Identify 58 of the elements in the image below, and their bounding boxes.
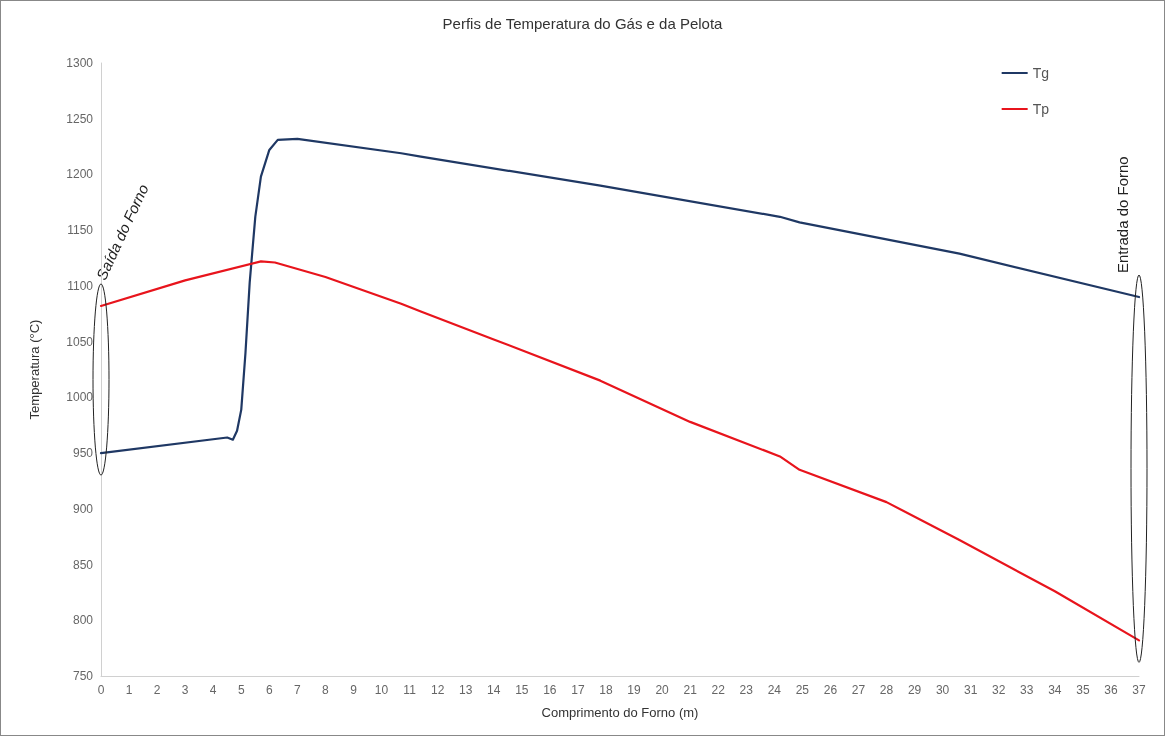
x-tick-label: 16 <box>543 683 557 697</box>
x-tick-label: 8 <box>322 683 330 697</box>
x-tick-label: 24 <box>767 683 782 697</box>
y-tick-label: 850 <box>72 557 94 572</box>
x-tick-label: 14 <box>487 683 501 697</box>
x-tick-label: 28 <box>879 683 894 697</box>
x-tick-label: 17 <box>571 683 585 697</box>
y-tick-label: 1200 <box>66 167 94 182</box>
x-tick-label: 25 <box>795 683 810 697</box>
y-tick-label: 900 <box>72 501 94 516</box>
y-tick-label: 1100 <box>67 278 94 293</box>
y-tick-label: 800 <box>72 613 94 628</box>
x-tick-label: 10 <box>374 683 389 697</box>
x-tick-label: 36 <box>1104 683 1118 697</box>
x-tick-label: 34 <box>1048 683 1062 697</box>
x-tick-label: 12 <box>430 683 445 697</box>
y-tick-label: 750 <box>72 669 94 683</box>
x-tick-label: 31 <box>964 683 978 697</box>
x-tick-label: 15 <box>515 683 529 697</box>
x-tick-label: 23 <box>739 683 754 697</box>
x-tick-label: 32 <box>992 683 1006 697</box>
x-tick-label: 33 <box>1020 683 1034 697</box>
x-tick-label: 27 <box>851 683 866 697</box>
x-tick-label: 37 <box>1132 683 1146 697</box>
x-tick-label: 19 <box>627 683 642 697</box>
x-tick-label: 22 <box>711 683 726 697</box>
x-tick-label: 13 <box>459 683 473 697</box>
y-tick-label: 1000 <box>66 390 94 405</box>
x-tick-label: 20 <box>655 683 670 697</box>
line-series <box>99 137 1141 455</box>
x-tick-label: 5 <box>237 683 245 697</box>
x-tick-label: 1 <box>125 683 133 697</box>
y-axis-title: Temperatura (°C) <box>27 319 42 420</box>
y-tick-label: 1250 <box>66 111 94 126</box>
x-tick-label: 6 <box>265 683 273 697</box>
x-tick-label: 7 <box>294 683 302 697</box>
x-tick-label: 3 <box>181 683 189 697</box>
x-tick-label: 4 <box>209 683 217 697</box>
annotation: Saída do Forno <box>92 181 152 283</box>
y-tick-label: 1300 <box>66 56 94 70</box>
x-tick-label: 35 <box>1076 683 1090 697</box>
x-axis-title: Comprimento do Forno (m) <box>541 705 699 720</box>
x-tick-label: 26 <box>823 683 838 697</box>
chart-title: Perfis de Temperatura do Gás e da Pelota <box>442 15 724 32</box>
x-tick-label: 0 <box>97 683 105 697</box>
annotation: Entrada do Forno <box>1114 156 1131 274</box>
x-tick-label: 11 <box>403 683 417 697</box>
x-tick-label: 2 <box>153 683 161 697</box>
x-tick-label: 9 <box>350 683 358 697</box>
x-tick-label: 18 <box>599 683 613 697</box>
legend-label: Tp <box>1032 101 1050 117</box>
x-tick-label: 30 <box>935 683 950 697</box>
x-tick-label: 29 <box>907 683 922 697</box>
legend-label: Tg <box>1032 65 1050 81</box>
y-tick-label: 1050 <box>66 334 94 349</box>
y-tick-label: 950 <box>72 446 94 461</box>
y-tick-label: 1150 <box>67 223 94 238</box>
x-tick-label: 21 <box>683 683 698 697</box>
